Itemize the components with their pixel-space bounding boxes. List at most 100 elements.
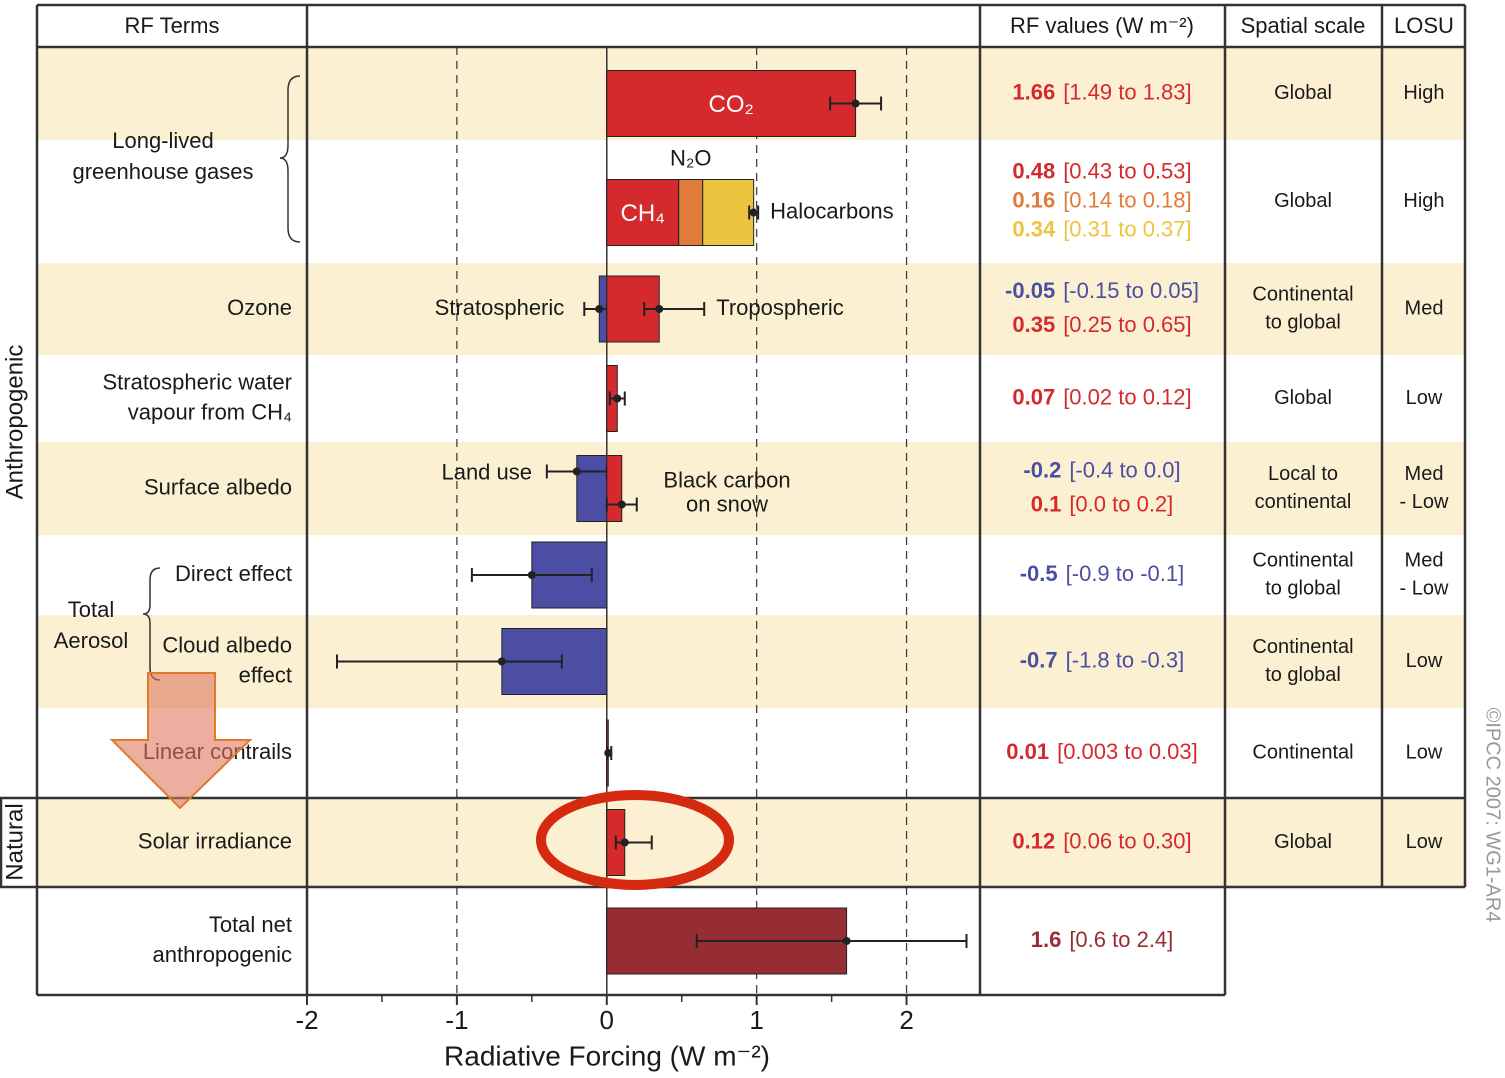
rf-range: [0.43 to 0.53] (1063, 158, 1191, 183)
rf-range: [-1.8 to -0.3] (1066, 647, 1185, 672)
central-dot (851, 99, 860, 108)
bar-label: Black carbon (663, 467, 790, 492)
bar-label: CO₂ (709, 91, 754, 118)
rf-central: 0.01 (1006, 739, 1049, 764)
rf-central: 1.66 (1012, 79, 1055, 104)
group-label: Natural (1, 803, 28, 880)
x-tick-label: -1 (445, 1005, 468, 1035)
scale-label: Continental (1252, 283, 1353, 305)
header: RF Terms (125, 13, 220, 38)
rf-range: [0.0 to 0.2] (1069, 491, 1173, 516)
rf-central: 0.48 (1012, 158, 1055, 183)
x-tick-label: 2 (899, 1005, 913, 1035)
losu-label: High (1403, 82, 1444, 104)
rf-range: [1.49 to 1.83] (1063, 79, 1191, 104)
row-label: Solar irradiance (138, 828, 292, 853)
bar-label: on snow (686, 491, 768, 516)
rf-central: 0.1 (1031, 491, 1062, 516)
rf-range: [0.31 to 0.37] (1063, 216, 1191, 241)
central-dot (572, 467, 581, 476)
bar (702, 179, 755, 246)
losu-label: Med (1405, 463, 1444, 485)
losu-label: - Low (1400, 491, 1449, 513)
losu-label: High (1403, 190, 1444, 212)
rf-value: -0.7 [-1.8 to -0.3] (1020, 647, 1185, 672)
rf-central: 0.34 (1012, 216, 1056, 241)
row-label: anthropogenic (153, 942, 292, 967)
rf-central: -0.7 (1020, 647, 1058, 672)
central-dot (655, 305, 664, 313)
brace-label: Long-lived (112, 128, 214, 153)
rf-value: 0.12 [0.06 to 0.30] (1012, 828, 1191, 853)
row-label: Total net (209, 912, 292, 937)
row-band (37, 615, 1465, 708)
row-label: Surface albedo (144, 474, 292, 499)
x-tick-label: 1 (749, 1005, 763, 1035)
header: Spatial scale (1241, 13, 1366, 38)
scale-label: to global (1265, 577, 1341, 599)
row-label: Cloud albedo (162, 632, 292, 657)
rf-central: 0.35 (1012, 312, 1055, 337)
rf-value: -0.5 [-0.9 to -0.1] (1020, 561, 1185, 586)
bar (606, 179, 680, 246)
rf-central: 1.6 (1031, 927, 1062, 952)
scale-label: Global (1274, 82, 1332, 104)
rf-range: [0.02 to 0.12] (1063, 384, 1191, 409)
losu-label: Low (1406, 650, 1443, 672)
highlight-arrow (109, 672, 253, 810)
rf-range: [-0.15 to 0.05] (1063, 278, 1199, 303)
brace-label: Total (68, 597, 114, 622)
rf-range: [0.003 to 0.03] (1057, 739, 1198, 764)
rf-central: -0.05 (1005, 278, 1055, 303)
rf-value: -0.2 [-0.4 to 0.0] (1023, 457, 1180, 482)
row-label: Ozone (227, 295, 292, 320)
central-dot (527, 571, 536, 579)
row-band (37, 263, 1465, 355)
row-label: vapour from CH₄ (128, 399, 292, 424)
rf-value: 1.66 [1.49 to 1.83] (1012, 79, 1191, 104)
annotations (109, 672, 734, 890)
row-band (37, 442, 1465, 535)
rf-value: 0.16 [0.14 to 0.18] (1012, 187, 1191, 212)
central-dot (749, 208, 758, 217)
rf-central: -0.5 (1020, 561, 1058, 586)
x-tick-label: 0 (600, 1005, 614, 1035)
central-dot (497, 657, 506, 666)
copyright: ©IPCC 2007: WG1-AR4 (1482, 708, 1504, 923)
brace-label: Aerosol (54, 628, 129, 653)
bar-label: Tropospheric (716, 295, 844, 320)
bar-label: Halocarbons (770, 198, 894, 223)
group-label: Anthropogenic (1, 345, 28, 500)
rf-range: [-0.9 to -0.1] (1066, 561, 1185, 586)
rf-value: 0.35 [0.25 to 0.65] (1012, 312, 1191, 337)
highlight-circle (536, 790, 734, 890)
rf-central: 0.16 (1012, 187, 1055, 212)
central-dot (595, 305, 604, 313)
bar (678, 179, 704, 246)
central-dot (604, 749, 613, 757)
x-tick-label: -2 (295, 1005, 318, 1035)
central-dot (842, 937, 851, 945)
central-dot (617, 500, 626, 509)
losu-label: Med (1405, 297, 1444, 319)
central-dot (613, 394, 622, 403)
row-label: Stratospheric water (102, 369, 292, 394)
rf-central: -0.2 (1023, 457, 1061, 482)
rf-value: -0.05 [-0.15 to 0.05] (1005, 278, 1199, 303)
bar-label: N₂O (670, 145, 712, 170)
scale-label: Continental (1252, 636, 1353, 658)
bar (606, 455, 623, 522)
rf-range: [-0.4 to 0.0] (1069, 457, 1180, 482)
losu-label: Low (1406, 831, 1443, 853)
rf-range: [0.6 to 2.4] (1069, 927, 1173, 952)
brace-label: greenhouse gases (72, 159, 253, 184)
losu-label: Low (1406, 741, 1443, 763)
row-bands (37, 47, 1465, 887)
rf-range: [0.06 to 0.30] (1063, 828, 1191, 853)
bar (576, 455, 608, 522)
x-axis-label: Radiative Forcing (W m⁻²) (444, 1040, 770, 1071)
bar-label: Land use (441, 459, 532, 484)
header: LOSU (1394, 13, 1454, 38)
losu-label: - Low (1400, 577, 1449, 599)
